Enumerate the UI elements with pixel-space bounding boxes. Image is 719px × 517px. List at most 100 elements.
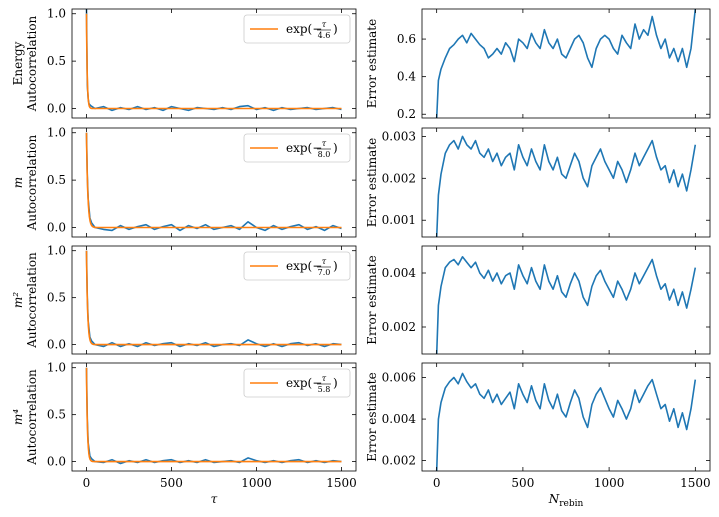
- legend-label: exp(−: [286, 22, 322, 36]
- x-tick-label: 500: [511, 476, 534, 490]
- y-tick-label: 0.5: [47, 408, 66, 422]
- y-tick-label: 1.0: [47, 244, 66, 258]
- axes-frame: [71, 245, 357, 355]
- y-tick-label: 0.003: [382, 129, 416, 143]
- y-axis-label: Autocorrelation: [25, 134, 39, 231]
- x-tick-label: 500: [160, 476, 183, 490]
- y-tick-label: 0.5: [47, 54, 66, 68]
- legend-frac-num: τ: [322, 257, 327, 266]
- y-tick-label: 0.2: [397, 107, 416, 121]
- y-tick-label: 0.0: [47, 455, 66, 469]
- x-tick-label: 1500: [680, 476, 711, 490]
- legend: exp(− τ 7.0): [243, 251, 351, 281]
- axes-frame: [71, 127, 357, 238]
- legend-frac-num: τ: [322, 374, 327, 383]
- x-tick-label: 1000: [241, 476, 272, 490]
- legend-frac-num: τ: [322, 20, 327, 29]
- panel-m2-autocorrelation: 0.0 0.5 1.0 m² Autocorrelation exp(− τ 7.0): [11, 244, 357, 355]
- y-axis-label: Autocorrelation: [25, 252, 39, 349]
- legend-close: ): [333, 141, 338, 155]
- series-group: [85, 250, 342, 348]
- axes-frame: [421, 127, 711, 238]
- y-tick-label: 1.0: [47, 7, 66, 21]
- series-group: [435, 372, 697, 471]
- y-axis-label: Energy: [11, 41, 25, 85]
- data-series-line: [435, 9, 697, 118]
- x-axis-label: τ: [211, 492, 218, 506]
- y-tick-label: 0.0: [47, 221, 66, 235]
- legend-label: exp(−: [286, 259, 322, 273]
- series-group: [85, 9, 342, 112]
- legend: exp(− τ 5.8): [243, 368, 351, 398]
- data-series-line: [85, 132, 342, 232]
- y-tick-label: 0.6: [397, 32, 416, 46]
- legend-frame: [243, 251, 351, 281]
- axes-frame: [421, 8, 711, 119]
- y-tick-label: 1.0: [47, 126, 66, 140]
- y-tick-label: 0.0: [47, 338, 66, 352]
- legend-frac-den: 5.8: [318, 385, 331, 394]
- y-tick-label: 0.002: [382, 320, 416, 334]
- legend: exp(− τ 4.6): [243, 14, 351, 44]
- y-axis-label: Autocorrelation: [25, 369, 39, 466]
- series-group: [85, 367, 342, 465]
- y-tick-label: 0.5: [47, 173, 66, 187]
- y-tick-label: 0.001: [382, 213, 416, 227]
- legend: exp(− τ 8.0): [243, 133, 351, 163]
- fit-series-line: [85, 13, 342, 110]
- x-axis-label-main: N: [548, 492, 560, 506]
- legend-label: exp(−: [286, 141, 322, 155]
- legend-close: ): [333, 22, 338, 36]
- y-axis-label: Autocorrelation: [25, 15, 39, 112]
- x-tick-label: 1000: [594, 476, 625, 490]
- x-tick-label: 1500: [326, 476, 357, 490]
- y-axis-label: Error estimate: [365, 255, 379, 344]
- legend-frame: [243, 368, 351, 398]
- axes-frame: [71, 362, 357, 472]
- legend-label: exp(−: [286, 376, 322, 390]
- legend-frac-den: 7.0: [318, 268, 331, 277]
- panel-m-autocorrelation: 0.0 0.5 1.0 m Autocorrelation exp(− τ 8.0): [11, 126, 357, 238]
- legend-frame: [243, 133, 351, 163]
- series-group: [435, 255, 697, 354]
- data-series-line: [435, 255, 697, 354]
- axes-frame: [421, 362, 711, 472]
- series-group: [435, 9, 697, 118]
- y-tick-label: 0.004: [382, 266, 417, 280]
- y-axis-label: Error estimate: [365, 372, 379, 461]
- legend-frac-den: 4.6: [318, 31, 331, 40]
- data-series-line: [435, 135, 697, 237]
- series-group: [85, 132, 342, 232]
- fit-series-line: [85, 250, 342, 346]
- x-axis-label-sub: rebin: [559, 499, 583, 509]
- y-tick-label: 0.004: [382, 412, 417, 426]
- fit-series-line: [85, 132, 342, 229]
- x-tick-label: 0: [83, 476, 91, 490]
- legend-frac-num: τ: [322, 139, 327, 148]
- y-axis-label: m: [11, 177, 25, 188]
- y-tick-label: 0.002: [382, 171, 416, 185]
- y-tick-label: 0.006: [382, 371, 416, 385]
- fit-series-line: [85, 367, 342, 463]
- panel-energy-error: 0.2 0.4 0.6 Error estimate: [365, 8, 711, 121]
- y-tick-label: 1.0: [47, 361, 66, 375]
- series-group: [435, 135, 697, 237]
- legend-close: ): [333, 259, 338, 273]
- data-series-line: [85, 250, 342, 348]
- axes-frame: [71, 8, 357, 119]
- y-axis-label: m⁴: [11, 409, 25, 425]
- y-axis-label: Error estimate: [365, 138, 379, 227]
- y-tick-label: 0.4: [397, 70, 416, 84]
- axes-frame: [421, 245, 711, 355]
- y-tick-label: 0.5: [47, 291, 66, 305]
- legend-frac-den: 8.0: [318, 150, 331, 159]
- legend-frame: [243, 14, 351, 44]
- panel-energy-autocorrelation: 0.0 0.5 1.0 Energy Autocorrelation exp(− τ 4.6): [11, 7, 357, 119]
- y-tick-label: 0.002: [382, 454, 416, 468]
- x-axis-label: Nrebin: [548, 492, 584, 509]
